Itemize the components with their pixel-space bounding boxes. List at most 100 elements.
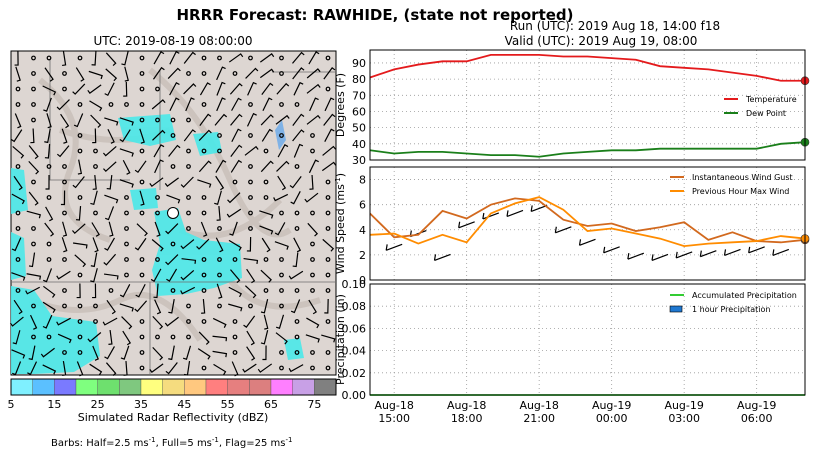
wind-barb — [276, 160, 290, 172]
calm-circle — [263, 257, 269, 262]
wind-barb — [61, 237, 68, 253]
wind-barb — [260, 330, 269, 345]
calm-circle — [124, 210, 129, 216]
wind-barb — [308, 51, 320, 65]
calm-circle — [77, 334, 83, 340]
calm-circle — [325, 179, 331, 185]
wind-barb — [10, 129, 23, 143]
colorbar-cell — [270, 378, 293, 396]
wind-barb — [153, 144, 165, 158]
wind-barb — [212, 335, 228, 342]
legend-label: Temperature — [745, 95, 797, 104]
wind-barb — [185, 97, 195, 112]
calm-circle — [310, 288, 315, 293]
calm-circle — [186, 210, 191, 216]
wind-barb — [259, 53, 275, 63]
wind-barb — [200, 221, 208, 237]
wind-barb — [166, 268, 178, 282]
wind-barb — [121, 316, 133, 330]
calm-circle — [46, 334, 52, 340]
colorbar-cell — [32, 378, 55, 396]
wind-barb — [72, 176, 85, 189]
wind-barb — [103, 253, 117, 266]
wind-barb — [166, 194, 181, 204]
wind-barb — [260, 269, 272, 283]
wind-barb — [28, 191, 39, 206]
wind-barb — [243, 315, 256, 328]
calm-circle — [201, 257, 207, 262]
colorbar-tick-label: 55 — [221, 398, 235, 411]
wind-barb — [165, 254, 179, 266]
wind-barb — [322, 145, 337, 156]
y-tick-label: 8 — [359, 174, 366, 187]
calm-circle — [325, 257, 331, 262]
wind-barb — [183, 51, 196, 64]
wind-barb — [228, 53, 244, 63]
colorbar-cell — [119, 378, 142, 396]
wind-barb — [197, 348, 211, 360]
wind-barb — [165, 223, 179, 235]
calm-circle — [15, 86, 21, 92]
plot-area — [370, 284, 805, 395]
wind-barb — [123, 81, 128, 97]
wind-barb — [323, 67, 336, 80]
calm-circle — [62, 350, 67, 355]
wind-barb — [246, 330, 255, 346]
calm-circle — [310, 272, 315, 278]
wind-barb — [123, 360, 128, 376]
wind-barb — [121, 51, 129, 66]
wind-barb — [214, 190, 222, 205]
wind-barb — [277, 144, 289, 158]
map-title: UTC: 2019-08-19 08:00:00 — [93, 34, 252, 48]
calm-circle — [170, 241, 176, 247]
wind-barb — [242, 363, 257, 373]
calm-circle — [139, 257, 145, 262]
calm-circle — [294, 288, 300, 293]
wind-barb — [44, 128, 51, 144]
wind-barb — [106, 299, 116, 315]
calm-circle — [124, 257, 129, 262]
wind-barb-symbol — [651, 253, 669, 261]
calm-circle — [31, 55, 36, 61]
calm-circle — [232, 319, 238, 324]
colorbar-cell — [292, 378, 315, 396]
wind-barb — [293, 143, 304, 158]
wind-barb — [73, 113, 84, 128]
wind-barb — [149, 363, 164, 374]
wind-barb — [11, 193, 25, 205]
wind-barb — [9, 316, 24, 327]
wind-barb — [169, 97, 180, 112]
wind-barb — [216, 283, 223, 299]
run-label: Run (UTC): 2019 Aug 18, 14:00 f18 — [510, 19, 720, 33]
x-tick-label: 15:00 — [378, 412, 410, 425]
wind-barb — [165, 362, 178, 375]
calm-circle — [62, 257, 67, 262]
wind-barb — [231, 97, 242, 111]
wind-barb — [259, 225, 274, 235]
wind-barb — [290, 299, 301, 314]
wind-barb — [215, 237, 224, 253]
wind-barb — [43, 285, 56, 298]
calm-circle — [170, 117, 176, 123]
wind-barb — [180, 269, 195, 281]
calm-circle — [93, 210, 98, 216]
calm-circle — [155, 195, 160, 200]
calm-circle — [310, 148, 315, 154]
calm-circle — [124, 195, 129, 200]
wind-barb — [198, 331, 210, 345]
calm-circle — [139, 272, 145, 278]
calm-circle — [46, 55, 52, 61]
calm-circle — [77, 303, 83, 309]
calm-circle — [62, 303, 67, 309]
wind-barb — [12, 146, 25, 159]
calm-circle — [294, 319, 300, 324]
calm-circle — [31, 226, 36, 231]
wind-barb — [87, 332, 102, 343]
wind-barb — [62, 360, 67, 377]
wind-barb — [29, 314, 38, 330]
wind-barb-symbol — [506, 209, 524, 218]
colorbar-cell — [75, 378, 98, 396]
wind-barb — [107, 128, 115, 144]
calm-circle — [186, 195, 191, 200]
calm-circle — [310, 133, 315, 138]
